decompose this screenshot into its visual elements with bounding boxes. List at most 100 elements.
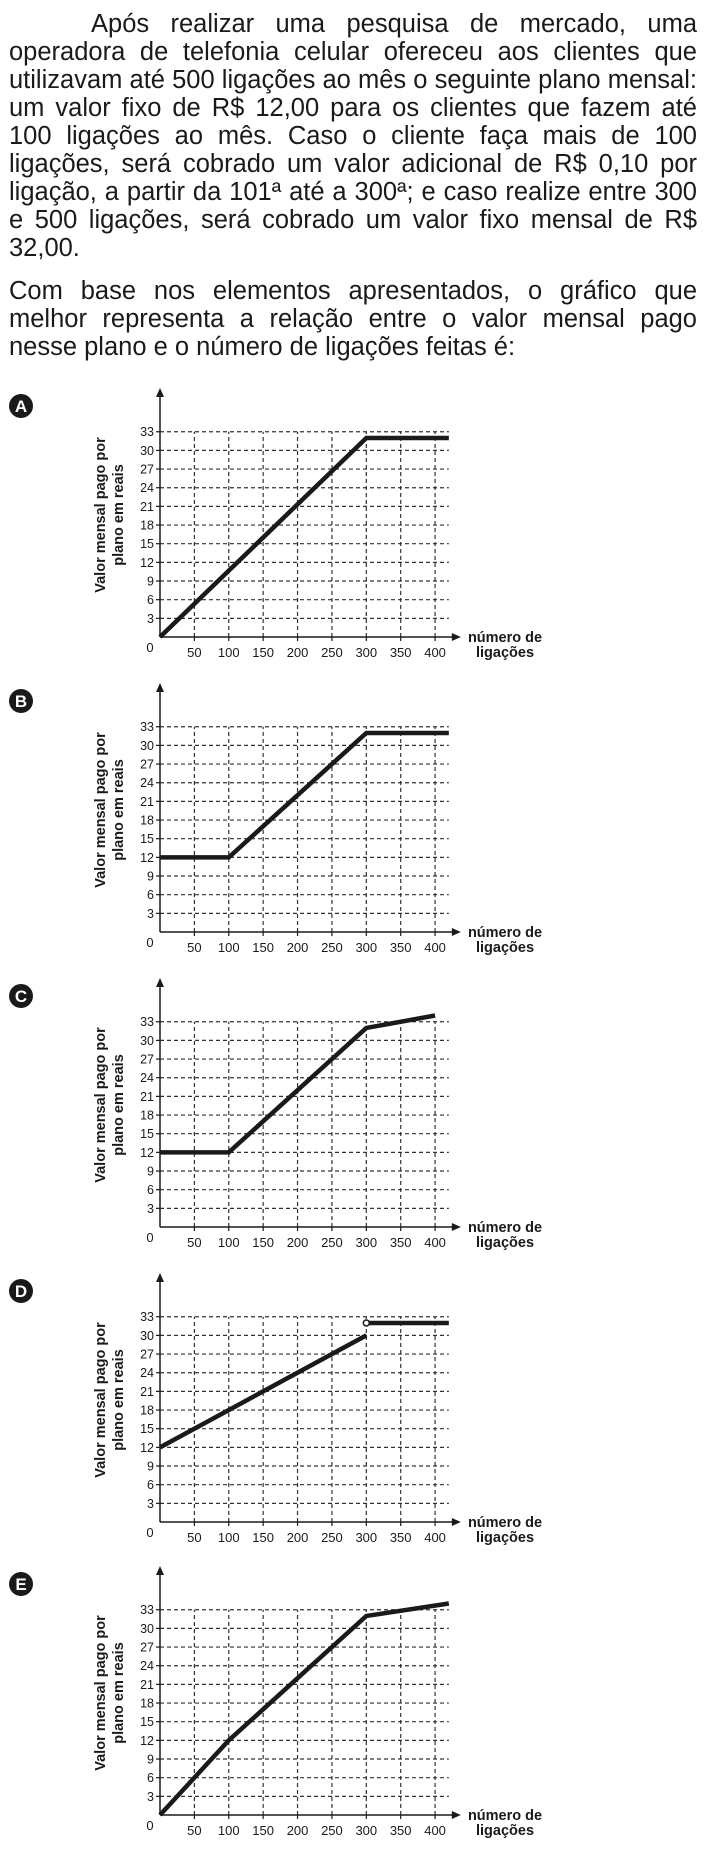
x-tick-label: 250 [321,1235,343,1250]
option-badge [9,689,33,713]
y-axis-title: Valor mensal pago por plano em reais [93,732,127,888]
y-tick-label: 30 [140,444,154,458]
y-tick-label: 24 [140,1071,154,1085]
x-tick-label: 250 [321,940,343,955]
y-tick-label: 30 [140,1329,154,1343]
option-badge [9,1572,33,1596]
y-tick-label: 15 [140,1715,154,1729]
x-axis-title-line2: ligações [476,645,534,661]
x-tick-label: 300 [355,645,377,660]
x-axis-arrow [451,928,461,936]
y-tick-label: 15 [140,832,154,846]
series-line [158,1333,368,1450]
x-tick-label: 200 [287,1235,309,1250]
y-tick-label: 21 [140,1090,154,1104]
option-d[interactable]: D 50 100 150 200 250 300 350 400 3 6 9 12 15 18 21 24 27 3… [0,1270,705,1570]
y-axis-title-line1: Valor mensal pago por [93,1322,109,1478]
option-badge [9,1279,33,1303]
y-tick-label: 30 [140,1034,154,1048]
y-tick-label: 21 [140,1678,154,1692]
option-b[interactable]: B 50 100 150 200 250 300 350 400 3 6 9 12 15 18 21 24 27 3… [0,680,705,980]
series-line [160,730,449,860]
x-axis-arrow [451,1811,461,1819]
origin-label: 0 [146,1230,153,1245]
y-tick-label: 9 [147,575,154,589]
y-tick-label: 18 [140,519,154,533]
y-tick-label: 3 [147,612,154,626]
y-tick-label: 21 [140,500,154,514]
option-letter: C [15,987,27,1006]
y-tick-label: 24 [140,1659,154,1673]
y-tick-label: 6 [147,1478,154,1492]
option-a[interactable]: A 50 100 150 200 250 300 350 400 3 6 9 12 15 18 21 24 27 3… [0,385,705,685]
x-axis-title-line2: ligações [476,1530,534,1546]
chart-option-d: D50 100 150 200 250 300 350 4003691215182124273… [9,1273,542,1546]
y-tick-label: 12 [140,1734,154,1748]
y-tick-label: 24 [140,481,154,495]
y-tick-label: 12 [140,1441,154,1455]
y-tick-label: 30 [140,739,154,753]
x-tick-label: 100 [218,1530,240,1545]
chart-option-c: C50 100 150 200 250 300 350 4003691215182124273… [9,978,542,1251]
y-tick-label: 3 [147,1202,154,1216]
question-prompt: Com base nos elementos apresentados, o g… [9,277,697,361]
x-tick-label: 350 [390,1823,412,1838]
x-tick-label: 250 [321,1823,343,1838]
option-letter: B [15,692,27,711]
y-tick-label: 12 [140,556,154,570]
x-tick-label: 150 [252,1235,274,1250]
y-tick-label: 9 [147,1165,154,1179]
y-tick-label: 27 [140,1641,154,1655]
x-axis-title-line1: número de [468,630,542,646]
x-tick-label: 350 [390,940,412,955]
y-tick-label: 3 [147,907,154,921]
x-tick-label: 50 [187,1235,201,1250]
y-tick-label: 24 [140,1366,154,1380]
chart-option-a: A50 100 150 200 250 300 350 4003691215182124273… [9,388,542,661]
y-axis-title: Valor mensal pago por plano em reais [93,1027,127,1183]
x-tick-label: 300 [355,1235,377,1250]
y-tick-label: 15 [140,1127,154,1141]
option-letter: D [15,1282,27,1301]
x-tick-label: 250 [321,1530,343,1545]
y-tick-label: 27 [140,1348,154,1362]
x-tick-label: 250 [321,645,343,660]
x-tick-label: 200 [287,645,309,660]
y-axis-arrow [156,1566,164,1575]
x-tick-label: 50 [187,1530,201,1545]
x-axis-title-line1: número de [468,1808,542,1824]
y-axis-arrow [156,1273,164,1282]
x-tick-label: 300 [355,1530,377,1545]
series-line [158,435,449,639]
y-tick-label: 3 [147,1497,154,1511]
y-tick-label: 33 [140,1015,154,1029]
x-tick-label: 400 [424,1530,446,1545]
x-tick-label: 350 [390,1235,412,1250]
y-tick-label: 3 [147,1790,154,1804]
series-line [160,1013,436,1155]
x-axis-title-line2: ligações [476,1823,534,1839]
y-tick-label: 9 [147,1753,154,1767]
y-tick-label: 6 [147,1771,154,1785]
option-c[interactable]: C 50 100 150 200 250 300 350 400 3 6 9 12 15 18 21 24 27 3… [0,975,705,1275]
origin-label: 0 [146,935,153,950]
chart-option-b: B50 100 150 200 250 300 350 4003691215182124273… [9,683,542,956]
y-tick-label: 15 [140,1422,154,1436]
x-tick-label: 50 [187,645,201,660]
y-axis-title-line2: plano em reais [111,1349,127,1451]
y-tick-label: 21 [140,1385,154,1399]
option-e[interactable]: E 50 100 150 200 250 300 350 400 3 6 9 12 15 18 21 24 27 3… [0,1563,705,1863]
y-axis-title-line1: Valor mensal pago por [93,437,109,593]
x-tick-label: 400 [424,940,446,955]
x-tick-label: 200 [287,940,309,955]
x-tick-label: 100 [218,645,240,660]
origin-label: 0 [146,1818,153,1833]
y-tick-label: 12 [140,1146,154,1160]
x-tick-label: 400 [424,1823,446,1838]
origin-label: 0 [146,1525,153,1540]
x-tick-label: 400 [424,645,446,660]
y-axis-title: Valor mensal pago por plano em reais [93,1322,127,1478]
option-letter: E [15,1575,26,1594]
question-statement: Após realizar uma pesquisa de mercado, u… [9,10,697,262]
x-tick-label: 150 [252,1530,274,1545]
